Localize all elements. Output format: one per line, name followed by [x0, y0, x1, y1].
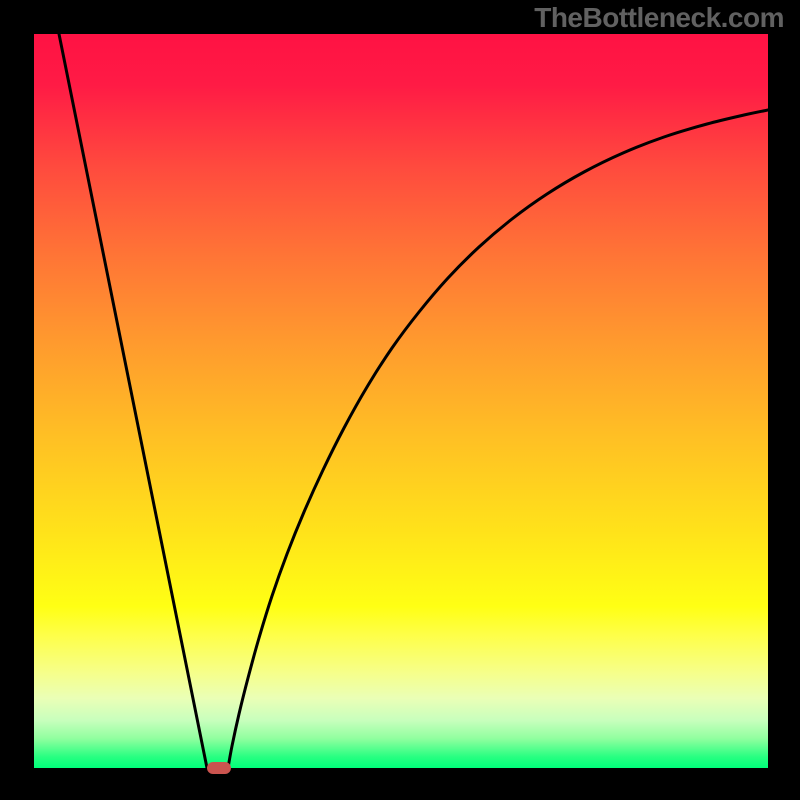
- curve-right-branch: [228, 110, 768, 768]
- watermark-text: TheBottleneck.com: [534, 2, 784, 34]
- plot-area: [34, 34, 768, 768]
- chart-frame: TheBottleneck.com: [0, 0, 800, 800]
- curve-left-branch: [59, 34, 207, 768]
- bottleneck-curve: [34, 34, 768, 768]
- optimum-marker: [207, 762, 231, 774]
